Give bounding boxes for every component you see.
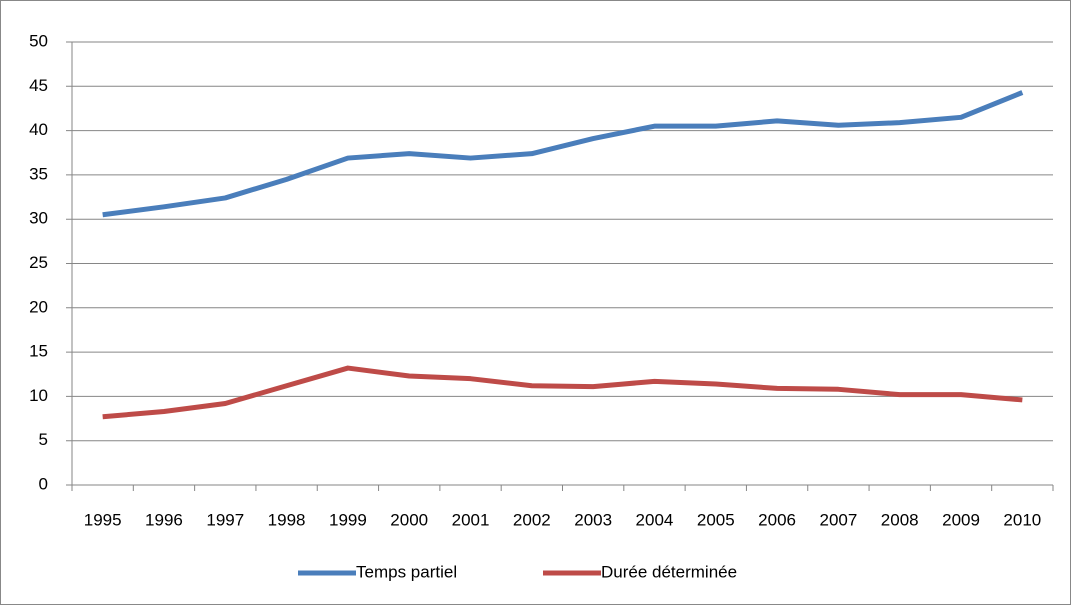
x-tick-label: 2005 [697,510,735,529]
y-tick-label: 45 [29,76,48,95]
y-tick-label: 30 [29,209,48,228]
legend-label: Durée déterminée [601,562,737,581]
x-tick-label: 2009 [942,510,980,529]
y-tick-label: 50 [29,31,48,50]
x-tick-label: 1999 [329,510,367,529]
x-tick-label: 2010 [1003,510,1041,529]
x-tick-label: 1996 [145,510,183,529]
series-line [102,90,1024,218]
y-tick-label: 0 [39,474,48,493]
x-tick-label: 2001 [452,510,490,529]
x-tick-label: 2004 [636,510,674,529]
x-tick-label: 1995 [84,510,122,529]
y-tick-label: 25 [29,253,48,272]
series-line [102,365,1023,420]
y-tick-label: 40 [29,120,48,139]
y-tick-label: 35 [29,164,48,183]
x-tick-label: 2003 [574,510,612,529]
legend-label: Temps partiel [356,562,457,581]
x-tick-label: 2006 [758,510,796,529]
x-tick-label: 2007 [819,510,857,529]
x-tick-label: 1997 [206,510,244,529]
x-tick-label: 2000 [390,510,428,529]
y-tick-label: 20 [29,297,48,316]
x-tick-label: 1998 [268,510,306,529]
y-tick-label: 5 [39,430,48,449]
y-tick-label: 10 [29,386,48,405]
y-tick-label: 15 [29,342,48,361]
x-tick-label: 2002 [513,510,551,529]
x-tick-label: 2008 [881,510,919,529]
